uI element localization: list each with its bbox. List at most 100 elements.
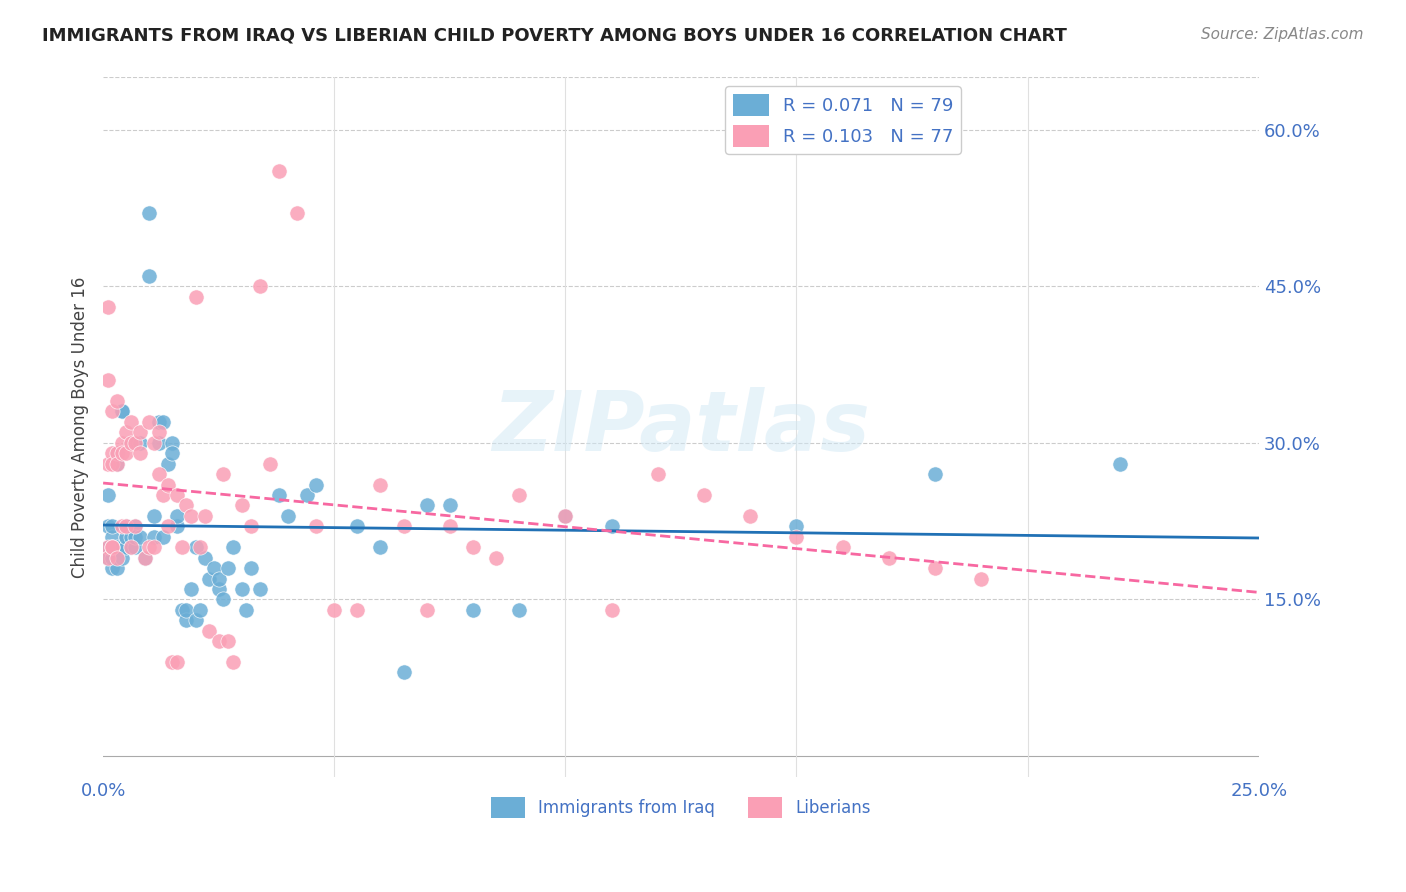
Point: [180, 582, 202, 596]
Point: [120, 540, 142, 554]
Point: [415, 603, 437, 617]
Point: [115, 530, 138, 544]
Point: [152, 488, 174, 502]
Point: [231, 582, 253, 596]
Point: [97, 373, 120, 387]
Point: [180, 508, 202, 523]
Point: [600, 603, 623, 617]
Point: [124, 519, 146, 533]
Point: [176, 499, 198, 513]
Point: [439, 499, 461, 513]
Point: [277, 508, 299, 523]
Point: [221, 655, 243, 669]
Point: [392, 519, 415, 533]
Point: [101, 530, 124, 544]
Point: [105, 540, 128, 554]
Point: [129, 425, 152, 440]
Point: [924, 467, 946, 482]
Point: [188, 603, 211, 617]
Point: [693, 488, 716, 502]
Point: [124, 530, 146, 544]
Point: [194, 550, 217, 565]
Point: [166, 655, 188, 669]
Point: [323, 603, 346, 617]
Point: [129, 435, 152, 450]
Point: [346, 603, 368, 617]
Point: [101, 550, 124, 565]
Point: [124, 435, 146, 450]
Point: [970, 572, 993, 586]
Point: [101, 540, 124, 554]
Point: [97, 550, 120, 565]
Point: [120, 435, 142, 450]
Point: [295, 488, 318, 502]
Point: [166, 488, 188, 502]
Point: [554, 508, 576, 523]
Point: [124, 540, 146, 554]
Point: [647, 467, 669, 482]
Point: [184, 613, 207, 627]
Point: [831, 540, 853, 554]
Point: [110, 404, 132, 418]
Point: [461, 603, 484, 617]
Point: [285, 206, 308, 220]
Point: [208, 582, 231, 596]
Point: [170, 603, 193, 617]
Point: [346, 519, 368, 533]
Point: [101, 457, 124, 471]
Text: IMMIGRANTS FROM IRAQ VS LIBERIAN CHILD POVERTY AMONG BOYS UNDER 16 CORRELATION C: IMMIGRANTS FROM IRAQ VS LIBERIAN CHILD P…: [42, 27, 1067, 45]
Point: [235, 603, 257, 617]
Point: [148, 435, 170, 450]
Point: [249, 279, 271, 293]
Text: ZIPatlas: ZIPatlas: [492, 386, 870, 467]
Point: [439, 519, 461, 533]
Point: [115, 540, 138, 554]
Point: [194, 508, 217, 523]
Legend: Immigrants from Iraq, Liberians: Immigrants from Iraq, Liberians: [485, 791, 877, 824]
Point: [305, 477, 328, 491]
Point: [305, 519, 328, 533]
Point: [124, 519, 146, 533]
Point: [129, 446, 152, 460]
Point: [97, 300, 120, 314]
Point: [162, 655, 184, 669]
Point: [143, 435, 166, 450]
Point: [212, 592, 235, 607]
Y-axis label: Child Poverty Among Boys Under 16: Child Poverty Among Boys Under 16: [72, 277, 89, 578]
Point: [97, 540, 120, 554]
Point: [110, 519, 132, 533]
Point: [148, 467, 170, 482]
Point: [217, 634, 239, 648]
Point: [115, 519, 138, 533]
Point: [176, 603, 198, 617]
Point: [508, 488, 530, 502]
Point: [120, 435, 142, 450]
Point: [554, 508, 576, 523]
Point: [97, 540, 120, 554]
Point: [198, 572, 221, 586]
Point: [120, 415, 142, 429]
Point: [110, 550, 132, 565]
Point: [156, 519, 179, 533]
Point: [370, 477, 392, 491]
Point: [101, 446, 124, 460]
Point: [143, 530, 166, 544]
Point: [105, 457, 128, 471]
Point: [152, 415, 174, 429]
Point: [115, 530, 138, 544]
Point: [156, 477, 179, 491]
Point: [138, 540, 160, 554]
Point: [217, 561, 239, 575]
Point: [110, 540, 132, 554]
Point: [115, 519, 138, 533]
Point: [97, 488, 120, 502]
Point: [877, 550, 900, 565]
Point: [208, 572, 231, 586]
Point: [740, 508, 762, 523]
Point: [120, 540, 142, 554]
Point: [110, 404, 132, 418]
Point: [129, 530, 152, 544]
Point: [924, 561, 946, 575]
Point: [785, 530, 807, 544]
Point: [97, 550, 120, 565]
